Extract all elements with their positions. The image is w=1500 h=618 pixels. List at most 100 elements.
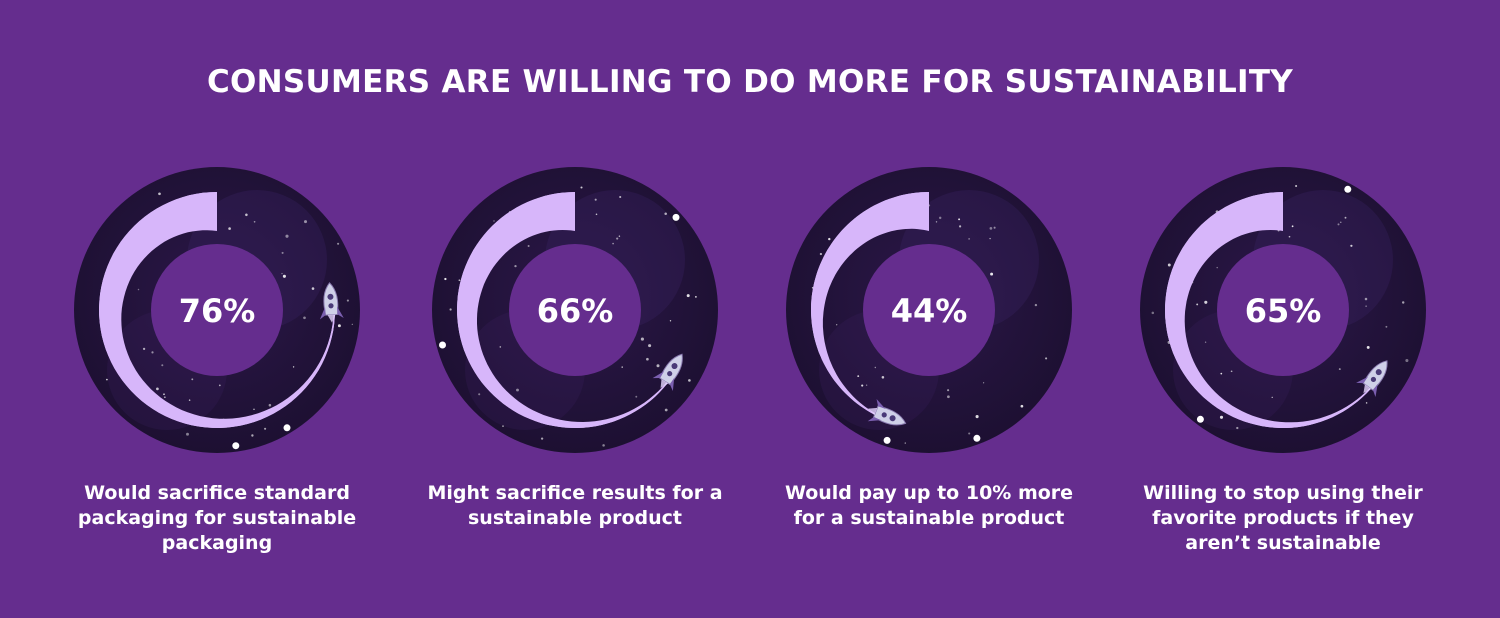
star-icon bbox=[640, 337, 644, 341]
star-icon bbox=[935, 221, 938, 223]
star-icon bbox=[106, 378, 108, 381]
star-icon bbox=[292, 366, 295, 368]
value-label: 44% bbox=[891, 292, 968, 330]
star-icon bbox=[594, 198, 597, 201]
star-icon bbox=[874, 366, 876, 369]
star-icon bbox=[618, 235, 621, 237]
star-icon bbox=[337, 242, 340, 245]
donut-arc-band bbox=[811, 192, 929, 420]
star-icon bbox=[904, 442, 906, 444]
value-label: 66% bbox=[537, 292, 614, 330]
donut-2: 44% bbox=[786, 167, 1072, 453]
star-icon bbox=[245, 213, 248, 217]
star-icon bbox=[251, 434, 254, 437]
star-icon bbox=[493, 220, 495, 222]
star-icon bbox=[635, 395, 638, 398]
star-icon bbox=[1034, 303, 1038, 307]
star-icon bbox=[281, 251, 284, 254]
caption-results: Might sacrifice results for a sustainabl… bbox=[427, 482, 723, 529]
rocket-icon bbox=[652, 353, 683, 392]
donut-1: 66% bbox=[432, 167, 718, 453]
rocket-icon bbox=[1356, 360, 1388, 397]
star-icon bbox=[449, 308, 452, 311]
star-icon bbox=[1204, 341, 1207, 343]
star-icon bbox=[351, 323, 353, 325]
star-icon bbox=[989, 237, 991, 240]
star-icon bbox=[989, 227, 993, 230]
star-icon bbox=[694, 295, 697, 298]
star-icon bbox=[621, 366, 623, 368]
star-icon bbox=[303, 316, 306, 320]
star-icon bbox=[580, 186, 583, 189]
star-icon bbox=[947, 389, 950, 392]
star-icon bbox=[1196, 415, 1204, 423]
star-icon bbox=[1405, 358, 1409, 363]
star-icon bbox=[938, 216, 942, 220]
star-icon bbox=[648, 344, 652, 348]
donut-0: 76% bbox=[74, 167, 360, 453]
star-icon bbox=[151, 351, 154, 354]
star-icon bbox=[1219, 415, 1224, 419]
star-icon bbox=[282, 274, 286, 278]
donut-3: 65% bbox=[1140, 167, 1426, 453]
value-label: 65% bbox=[1245, 292, 1322, 330]
star-icon bbox=[337, 324, 341, 328]
star-icon bbox=[836, 324, 838, 326]
star-icon bbox=[993, 226, 996, 229]
star-icon bbox=[595, 213, 598, 216]
star-icon bbox=[142, 347, 146, 351]
star-icon bbox=[285, 234, 289, 238]
star-icon bbox=[346, 299, 349, 302]
star-icon bbox=[458, 279, 461, 282]
star-icon bbox=[1385, 325, 1388, 328]
star-icon bbox=[1365, 402, 1368, 404]
star-icon bbox=[865, 384, 868, 386]
star-icon bbox=[1288, 235, 1291, 238]
star-icon bbox=[857, 375, 860, 377]
donut-center bbox=[863, 244, 995, 376]
star-icon bbox=[1364, 297, 1368, 301]
star-icon bbox=[478, 393, 481, 396]
star-icon bbox=[1366, 345, 1370, 349]
value-label: 76% bbox=[179, 292, 256, 330]
star-icon bbox=[669, 320, 672, 322]
star-icon bbox=[253, 220, 256, 223]
star-icon bbox=[958, 218, 961, 221]
star-icon bbox=[1344, 185, 1352, 193]
star-icon bbox=[158, 192, 161, 196]
star-icon bbox=[1340, 221, 1342, 223]
star-icon bbox=[499, 346, 502, 348]
star-icon bbox=[1220, 372, 1223, 375]
star-icon bbox=[883, 436, 891, 444]
star-icon bbox=[191, 378, 194, 381]
star-icon bbox=[619, 195, 622, 199]
star-icon bbox=[1045, 357, 1048, 360]
star-icon bbox=[514, 264, 517, 268]
star-icon bbox=[1236, 426, 1239, 430]
star-icon bbox=[137, 288, 140, 291]
star-icon bbox=[268, 403, 272, 407]
caption-stop-using: Willing to stop using their favorite pro… bbox=[1143, 482, 1423, 554]
star-icon bbox=[1401, 301, 1405, 304]
star-icon bbox=[975, 415, 979, 419]
star-icon bbox=[664, 212, 667, 216]
star-icon bbox=[228, 227, 231, 230]
star-icon bbox=[232, 442, 240, 450]
star-icon bbox=[990, 272, 994, 276]
star-icon bbox=[1216, 266, 1218, 269]
star-icon bbox=[983, 382, 985, 384]
star-icon bbox=[1151, 311, 1155, 315]
star-icon bbox=[656, 364, 660, 368]
star-icon bbox=[156, 387, 159, 391]
star-icon bbox=[819, 252, 823, 256]
star-icon bbox=[686, 294, 690, 298]
star-icon bbox=[186, 432, 189, 436]
chart-title: CONSUMERS ARE WILLING TO DO MORE FOR SUS… bbox=[206, 64, 1294, 100]
star-icon bbox=[1365, 305, 1367, 307]
caption-pay-more: Would pay up to 10% more for a sustainab… bbox=[784, 482, 1074, 529]
star-icon bbox=[688, 379, 691, 382]
star-icon bbox=[540, 437, 544, 440]
star-icon bbox=[516, 388, 519, 392]
star-icon bbox=[664, 408, 668, 412]
